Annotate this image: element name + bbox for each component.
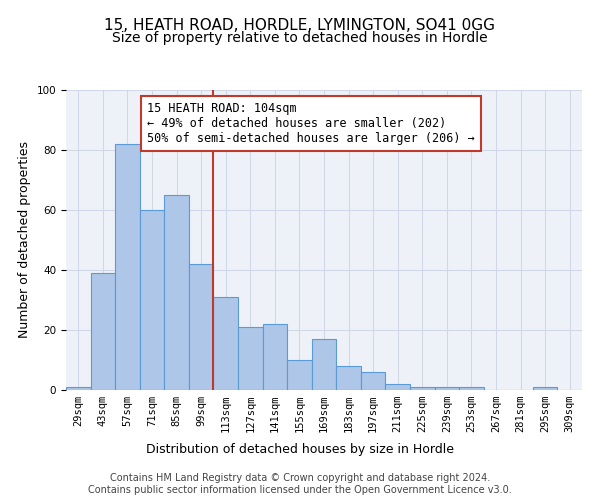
Text: 15, HEATH ROAD, HORDLE, LYMINGTON, SO41 0GG: 15, HEATH ROAD, HORDLE, LYMINGTON, SO41 … [104,18,496,32]
Bar [459,387,484,390]
Bar [287,360,312,390]
Text: Contains HM Land Registry data © Crown copyright and database right 2024.
Contai: Contains HM Land Registry data © Crown c… [88,474,512,495]
Bar [263,324,287,390]
Bar [214,297,238,390]
Bar [410,387,434,390]
Bar [385,384,410,390]
Bar [238,327,263,390]
Bar [361,372,385,390]
Bar [434,387,459,390]
Text: Distribution of detached houses by size in Hordle: Distribution of detached houses by size … [146,442,454,456]
Bar [533,387,557,390]
Text: 15 HEATH ROAD: 104sqm
← 49% of detached houses are smaller (202)
50% of semi-det: 15 HEATH ROAD: 104sqm ← 49% of detached … [147,102,475,145]
Bar [189,264,214,390]
Y-axis label: Number of detached properties: Number of detached properties [18,142,31,338]
Bar [164,195,189,390]
Bar [66,387,91,390]
Bar [91,273,115,390]
Bar [140,210,164,390]
Text: Size of property relative to detached houses in Hordle: Size of property relative to detached ho… [112,31,488,45]
Bar [312,339,336,390]
Bar [336,366,361,390]
Bar [115,144,140,390]
